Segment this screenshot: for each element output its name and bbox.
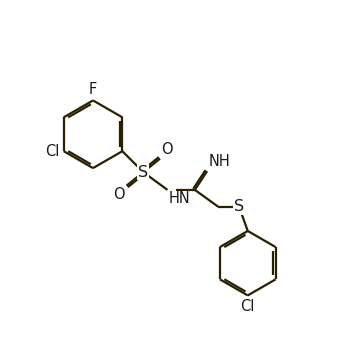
Text: F: F bbox=[89, 81, 97, 97]
Text: O: O bbox=[114, 187, 125, 202]
Text: HN: HN bbox=[169, 191, 191, 206]
Text: S: S bbox=[138, 165, 148, 180]
Text: Cl: Cl bbox=[45, 144, 60, 159]
Text: O: O bbox=[161, 142, 173, 157]
Text: NH: NH bbox=[209, 153, 230, 169]
Text: Cl: Cl bbox=[240, 299, 255, 314]
Text: S: S bbox=[234, 199, 244, 214]
